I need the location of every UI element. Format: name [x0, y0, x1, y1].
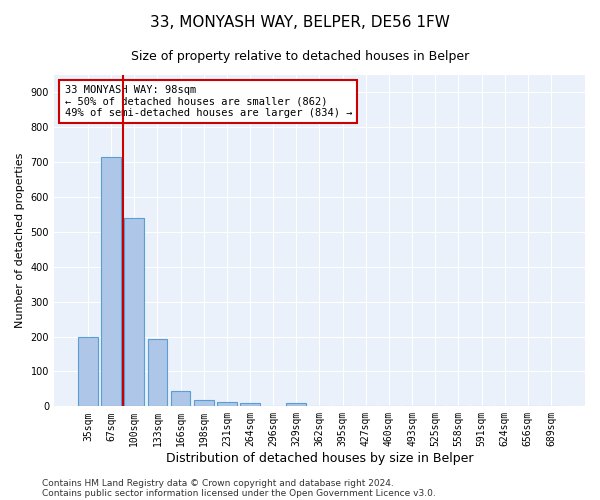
Text: 33, MONYASH WAY, BELPER, DE56 1FW: 33, MONYASH WAY, BELPER, DE56 1FW: [150, 15, 450, 30]
Bar: [148, 340, 167, 406]
Bar: [194, 400, 214, 406]
Text: Contains public sector information licensed under the Open Government Licence v3: Contains public sector information licen…: [42, 488, 436, 498]
Bar: [124, 218, 144, 406]
X-axis label: Distribution of detached houses by size in Belper: Distribution of detached houses by size …: [166, 452, 473, 465]
Bar: [217, 402, 236, 406]
Bar: [286, 403, 306, 406]
Bar: [240, 403, 260, 406]
Bar: [170, 390, 190, 406]
Text: 33 MONYASH WAY: 98sqm
← 50% of detached houses are smaller (862)
49% of semi-det: 33 MONYASH WAY: 98sqm ← 50% of detached …: [65, 85, 352, 118]
Text: Contains HM Land Registry data © Crown copyright and database right 2024.: Contains HM Land Registry data © Crown c…: [42, 478, 394, 488]
Bar: [101, 157, 121, 406]
Y-axis label: Number of detached properties: Number of detached properties: [15, 153, 25, 328]
Bar: [78, 336, 98, 406]
Text: Size of property relative to detached houses in Belper: Size of property relative to detached ho…: [131, 50, 469, 63]
